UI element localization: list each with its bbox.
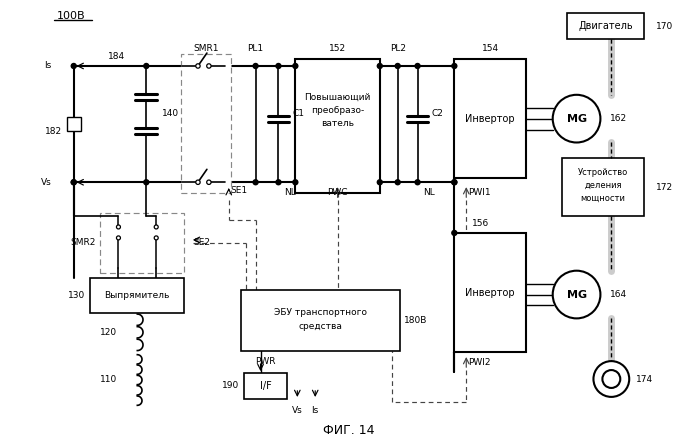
Circle shape bbox=[452, 180, 456, 185]
Circle shape bbox=[553, 95, 600, 143]
Text: SMR1: SMR1 bbox=[193, 43, 218, 53]
Text: 154: 154 bbox=[482, 43, 498, 53]
Text: Двигатель: Двигатель bbox=[578, 21, 632, 31]
Circle shape bbox=[154, 236, 158, 240]
Text: C1: C1 bbox=[292, 109, 304, 118]
Bar bbox=[89, 278, 184, 313]
Text: 110: 110 bbox=[101, 376, 117, 385]
Text: 120: 120 bbox=[101, 328, 117, 337]
Text: PWI2: PWI2 bbox=[468, 358, 491, 367]
Circle shape bbox=[154, 225, 158, 229]
Text: Vs: Vs bbox=[292, 406, 303, 415]
Text: Is: Is bbox=[45, 62, 52, 70]
Text: деления: деления bbox=[584, 181, 622, 190]
Bar bbox=[241, 290, 400, 351]
Circle shape bbox=[71, 180, 76, 185]
Circle shape bbox=[293, 180, 298, 185]
Circle shape bbox=[195, 64, 200, 68]
Text: преобразо-: преобразо- bbox=[311, 106, 364, 115]
Text: PWC: PWC bbox=[327, 188, 348, 197]
Bar bbox=[295, 59, 380, 193]
Text: 140: 140 bbox=[162, 109, 179, 118]
Text: ЭБУ транспортного: ЭБУ транспортного bbox=[274, 308, 366, 317]
Circle shape bbox=[207, 180, 211, 184]
Text: ватель: ватель bbox=[321, 119, 354, 128]
Text: 184: 184 bbox=[108, 51, 125, 61]
Text: NL: NL bbox=[424, 188, 436, 197]
Text: PWR: PWR bbox=[255, 357, 276, 365]
Text: MG: MG bbox=[567, 114, 586, 124]
Text: NL: NL bbox=[285, 188, 296, 197]
Circle shape bbox=[395, 180, 400, 185]
Circle shape bbox=[144, 180, 149, 185]
Circle shape bbox=[415, 180, 420, 185]
Text: 130: 130 bbox=[68, 291, 86, 300]
Text: 190: 190 bbox=[223, 381, 239, 390]
Circle shape bbox=[553, 271, 600, 319]
Circle shape bbox=[415, 63, 420, 69]
Circle shape bbox=[71, 180, 76, 185]
Text: Is: Is bbox=[311, 406, 319, 415]
Text: Устройство: Устройство bbox=[578, 168, 628, 177]
Text: 156: 156 bbox=[473, 219, 489, 229]
Text: 170: 170 bbox=[656, 22, 674, 31]
Circle shape bbox=[593, 361, 629, 397]
Circle shape bbox=[71, 63, 76, 69]
Circle shape bbox=[276, 180, 281, 185]
Text: SE1: SE1 bbox=[231, 186, 248, 194]
Text: 152: 152 bbox=[329, 43, 346, 53]
Circle shape bbox=[207, 64, 211, 68]
Bar bbox=[454, 59, 526, 178]
Text: 182: 182 bbox=[45, 127, 62, 136]
Text: 164: 164 bbox=[610, 290, 628, 299]
Circle shape bbox=[293, 63, 298, 69]
Circle shape bbox=[378, 180, 383, 185]
Text: Инвертор: Инвертор bbox=[466, 288, 515, 298]
Circle shape bbox=[452, 180, 456, 185]
Circle shape bbox=[117, 236, 121, 240]
Text: I/F: I/F bbox=[260, 381, 272, 391]
Text: мощности: мощности bbox=[581, 194, 625, 202]
Text: SMR2: SMR2 bbox=[70, 238, 96, 247]
Circle shape bbox=[276, 63, 281, 69]
Bar bbox=[100, 213, 184, 273]
Circle shape bbox=[144, 63, 149, 69]
Text: PL1: PL1 bbox=[248, 43, 264, 53]
Circle shape bbox=[253, 180, 258, 185]
Text: PL2: PL2 bbox=[389, 43, 406, 53]
Text: Инвертор: Инвертор bbox=[466, 114, 515, 124]
Text: 100В: 100В bbox=[57, 11, 85, 21]
Circle shape bbox=[195, 180, 200, 184]
Text: MG: MG bbox=[567, 290, 586, 299]
Bar bbox=[567, 13, 644, 39]
Text: Повышающий: Повышающий bbox=[304, 92, 371, 101]
Circle shape bbox=[378, 63, 383, 69]
Circle shape bbox=[253, 63, 258, 69]
Circle shape bbox=[452, 230, 456, 235]
Circle shape bbox=[117, 225, 121, 229]
Text: Vs: Vs bbox=[41, 178, 52, 187]
Text: ФИГ. 14: ФИГ. 14 bbox=[323, 424, 375, 437]
Text: 174: 174 bbox=[636, 374, 653, 384]
Text: 180В: 180В bbox=[403, 316, 427, 325]
Text: SE2: SE2 bbox=[193, 238, 210, 247]
Bar bbox=[454, 233, 526, 352]
Text: 172: 172 bbox=[656, 183, 673, 192]
Bar bbox=[181, 54, 231, 193]
Text: PWI1: PWI1 bbox=[468, 188, 491, 197]
Text: средства: средства bbox=[298, 322, 342, 331]
Text: Выпрямитель: Выпрямитель bbox=[104, 291, 170, 300]
Text: 162: 162 bbox=[610, 114, 628, 123]
Bar bbox=[562, 159, 644, 216]
Circle shape bbox=[452, 63, 456, 69]
Text: C2: C2 bbox=[431, 109, 443, 118]
Circle shape bbox=[602, 370, 621, 388]
Bar bbox=[244, 373, 288, 399]
Bar bbox=[67, 117, 81, 131]
Circle shape bbox=[395, 63, 400, 69]
